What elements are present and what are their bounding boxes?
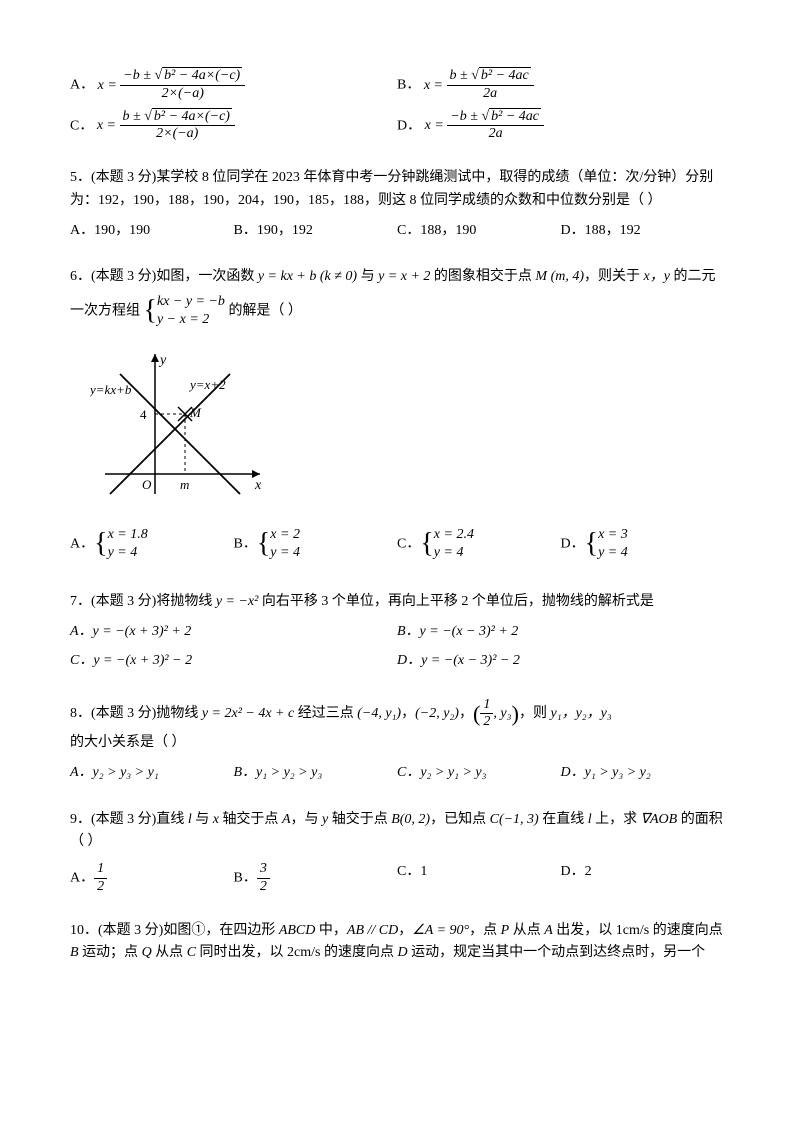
option-formula: x = −b ± b² − 4a×(−c)2×(−a) <box>98 78 246 93</box>
option-5a: A．190，190 <box>70 220 234 242</box>
line2-label: y=x+2 <box>188 377 226 392</box>
option-6d: D．{x = 3y = 4 <box>561 522 725 567</box>
option-6b: B．{x = 2y = 4 <box>234 522 398 567</box>
option-9d: D．2 <box>561 861 725 896</box>
question-7: 7．(本题 3 分)将抛物线 y = −x² 向右平移 3 个单位，再向上平移 … <box>70 591 724 678</box>
question-5: 5．(本题 3 分)某学校 8 位同学在 2023 年体育中考一分钟跳绳测试中，… <box>70 167 724 248</box>
origin-label: O <box>142 477 152 492</box>
option-7b: B．y = −(x − 3)² + 2 <box>397 621 724 643</box>
option-4d: D． x = −b ± b² − 4ac2a <box>397 109 724 144</box>
x-tick-m: m <box>180 477 189 492</box>
option-8c: C．y₂ > y₁ > y₃ <box>397 762 561 784</box>
option-7c: C．y = −(x + 3)² − 2 <box>70 650 397 672</box>
question-9: 9．(本题 3 分)直线 l 与 x 轴交于点 A，与 y 轴交于点 B(0, … <box>70 809 724 902</box>
option-4c: C． x = b ± b² − 4a×(−c)2×(−a) <box>70 109 397 144</box>
option-9b: B．32 <box>234 861 398 896</box>
option-5c: C．188，190 <box>397 220 561 242</box>
option-5b: B．190，192 <box>234 220 398 242</box>
x-axis-label: x <box>254 478 262 493</box>
question-text: 8．(本题 3 分)抛物线 y = 2x² − 4x + c 经过三点 (−4,… <box>70 696 724 754</box>
line1-label: y=kx+b <box>90 382 132 397</box>
option-8d: D．y₁ > y₃ > y₂ <box>561 762 725 784</box>
option-8a: A．y₂ > y₃ > y₁ <box>70 762 234 784</box>
option-7d: D．y = −(x − 3)² − 2 <box>397 650 724 672</box>
question-text: 6．(本题 3 分)如图，一次函数 y = kx + b (k ≠ 0) 与 y… <box>70 266 724 333</box>
question-8: 8．(本题 3 分)抛物线 y = 2x² − 4x + c 经过三点 (−4,… <box>70 696 724 791</box>
option-formula: x = b ± b² − 4a×(−c)2×(−a) <box>97 118 235 133</box>
question-text: 9．(本题 3 分)直线 l 与 x 轴交于点 A，与 y 轴交于点 B(0, … <box>70 809 724 854</box>
option-4a: A． x = −b ± b² − 4a×(−c)2×(−a) <box>70 68 397 103</box>
option-7a: A．y = −(x + 3)² + 2 <box>70 621 397 643</box>
option-label: B． <box>397 78 420 93</box>
question-text: 5．(本题 3 分)某学校 8 位同学在 2023 年体育中考一分钟跳绳测试中，… <box>70 167 724 212</box>
question-text: 10．(本题 3 分)如图①，在四边形 ABCD 中，AB // CD，∠A =… <box>70 920 724 965</box>
option-formula: x = b ± b² − 4ac2a <box>424 78 534 93</box>
option-6a: A．{x = 1.8y = 4 <box>70 522 234 567</box>
option-label: A． <box>70 78 94 93</box>
option-label: D． <box>397 118 421 133</box>
option-formula: x = −b ± b² − 4ac2a <box>425 118 544 133</box>
y-axis-label: y <box>158 353 167 368</box>
option-5d: D．188，192 <box>561 220 725 242</box>
question-10: 10．(本题 3 分)如图①，在四边形 ABCD 中，AB // CD，∠A =… <box>70 920 724 965</box>
option-9c: C．1 <box>397 861 561 896</box>
question-4-options: A． x = −b ± b² − 4a×(−c)2×(−a) B． x = b … <box>70 68 724 149</box>
question-6-graph: y x y=kx+b y=x+2 4 M O m <box>90 344 724 512</box>
option-9a: A．12 <box>70 861 234 896</box>
option-label: C． <box>70 118 93 133</box>
option-4b: B． x = b ± b² − 4ac2a <box>397 68 724 103</box>
question-text: 7．(本题 3 分)将抛物线 y = −x² 向右平移 3 个单位，再向上平移 … <box>70 591 724 613</box>
option-8b: B．y₁ > y₂ > y₃ <box>234 762 398 784</box>
option-6c: C．{x = 2.4y = 4 <box>397 522 561 567</box>
question-6: 6．(本题 3 分)如图，一次函数 y = kx + b (k ≠ 0) 与 y… <box>70 266 724 572</box>
y-tick-4: 4 <box>140 407 147 422</box>
